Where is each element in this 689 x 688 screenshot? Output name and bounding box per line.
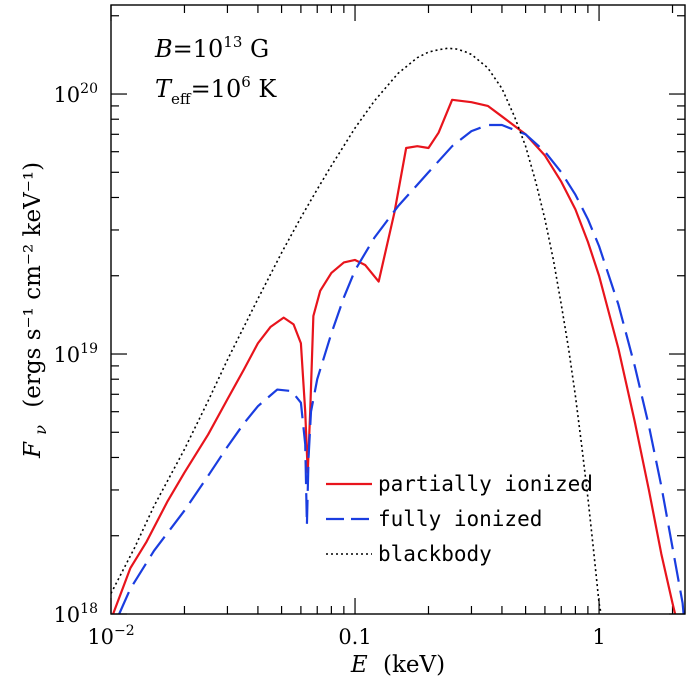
x-tick-label-exp: −2 — [114, 623, 135, 639]
annotation-part: =10 — [191, 75, 242, 103]
annotation-part: =10 — [173, 35, 224, 63]
y-tick-label: 1020 — [53, 81, 98, 107]
y-tick-label-base: 10 — [53, 343, 80, 367]
x-tick-label-base: 0.1 — [338, 625, 371, 649]
annotation-part: 13 — [223, 33, 242, 51]
y-tick-label-base: 10 — [53, 603, 80, 627]
x-tick-label-base: 1 — [592, 625, 605, 649]
annotation-part: eff — [171, 90, 192, 108]
legend-label: blackbody — [378, 542, 492, 566]
y-axis-sub: ν — [31, 425, 50, 435]
y-tick-label-exp: 19 — [80, 341, 98, 357]
annotation-part: G — [242, 35, 269, 63]
annotation-part: K — [251, 75, 278, 103]
x-tick-label: 10−2 — [87, 623, 134, 649]
annotation-line: Teff=106 K — [155, 73, 277, 108]
annotation-part: B — [154, 35, 173, 63]
x-tick-label: 0.1 — [338, 625, 371, 649]
legend-label: partially ionized — [378, 472, 593, 496]
x-axis-label: E (keV) — [350, 652, 445, 678]
series-line-fully-ionized — [118, 123, 685, 615]
x-axis-unit: (keV) — [383, 652, 445, 678]
plot-frame — [110, 4, 686, 615]
series-line-blackbody — [110, 47, 602, 615]
annotation-part: 6 — [241, 73, 251, 91]
y-tick-label: 1019 — [53, 341, 98, 367]
legend-label: fully ionized — [378, 507, 542, 531]
x-tick-label: 1 — [592, 625, 605, 649]
series-layer — [110, 47, 685, 615]
annotation-line: B=1013 G — [154, 33, 269, 63]
x-tick-label-base: 10 — [87, 625, 114, 649]
y-tick-label: 1018 — [53, 601, 98, 627]
y-axis-var: F — [20, 441, 46, 459]
annotation-part: T — [155, 75, 173, 103]
y-axis-unit: (ergs s⁻¹ cm⁻² keV⁻¹) — [20, 162, 46, 408]
y-tick-label-base: 10 — [53, 83, 80, 107]
series-line-partially-ionized — [112, 98, 677, 615]
y-tick-label-exp: 20 — [80, 81, 98, 97]
y-axis-label: F ν (ergs s⁻¹ cm⁻² keV⁻¹) — [20, 162, 52, 459]
legend: partially ionized fully ionized blackbody — [326, 472, 593, 566]
y-tick-label-exp: 18 — [80, 601, 98, 617]
x-axis-var: E — [350, 652, 368, 678]
